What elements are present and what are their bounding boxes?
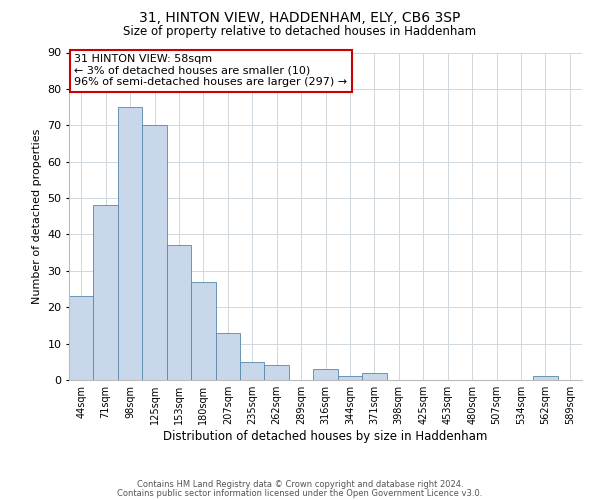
X-axis label: Distribution of detached houses by size in Haddenham: Distribution of detached houses by size … — [163, 430, 488, 443]
Text: Contains HM Land Registry data © Crown copyright and database right 2024.: Contains HM Land Registry data © Crown c… — [137, 480, 463, 489]
Text: 31 HINTON VIEW: 58sqm
← 3% of detached houses are smaller (10)
96% of semi-detac: 31 HINTON VIEW: 58sqm ← 3% of detached h… — [74, 54, 347, 88]
Bar — [265, 366, 289, 380]
Text: Contains public sector information licensed under the Open Government Licence v3: Contains public sector information licen… — [118, 488, 482, 498]
Bar — [313, 369, 338, 380]
Bar — [240, 362, 265, 380]
Bar — [118, 107, 142, 380]
Bar — [191, 282, 215, 380]
Text: 31, HINTON VIEW, HADDENHAM, ELY, CB6 3SP: 31, HINTON VIEW, HADDENHAM, ELY, CB6 3SP — [139, 12, 461, 26]
Bar — [94, 206, 118, 380]
Y-axis label: Number of detached properties: Number of detached properties — [32, 128, 41, 304]
Bar — [362, 372, 386, 380]
Bar — [142, 126, 167, 380]
Bar — [338, 376, 362, 380]
Text: Size of property relative to detached houses in Haddenham: Size of property relative to detached ho… — [124, 25, 476, 38]
Bar — [167, 246, 191, 380]
Bar — [215, 332, 240, 380]
Bar — [69, 296, 94, 380]
Bar — [533, 376, 557, 380]
